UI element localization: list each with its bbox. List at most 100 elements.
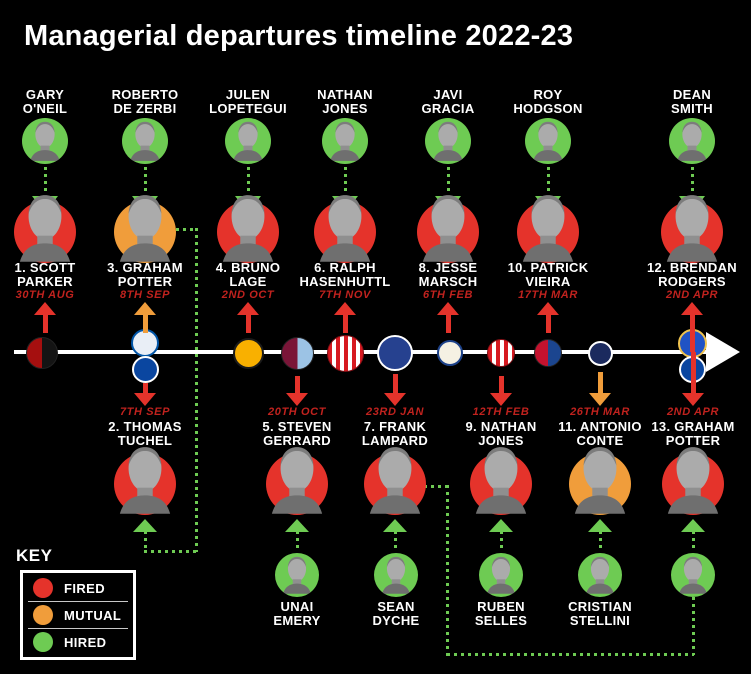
hired-manager-chelsea-caretaker-circle	[671, 553, 715, 597]
legend-label-hired: HIRED	[64, 634, 107, 650]
departure-date-nathan-jones-southampton: 12TH FEB	[472, 406, 530, 418]
departed-manager-graham-potter-brighton-circle	[114, 201, 176, 263]
hired-manager-unai-emery-name: UNAI EMERY	[273, 600, 320, 628]
hired-manager-roy-hodgson-name-line: HODGSON	[513, 101, 583, 116]
departed-manager-graham-potter-chelsea-circle	[662, 453, 724, 515]
departure-arrow-up-icon	[34, 302, 56, 315]
departed-manager-frank-lampard-name: 7. FRANK LAMPARD	[362, 420, 428, 448]
departed-manager-antonio-conte-name-line: 11. ANTONIO	[558, 419, 642, 434]
connector-lampard-to-caretaker	[447, 653, 694, 656]
legend-label-fired: FIRED	[64, 580, 105, 596]
badge-crystal-palace-icon	[534, 339, 562, 367]
hired-manager-javi-gracia-name-line: JAVI	[433, 87, 463, 102]
legend-item-hired: HIRED	[23, 629, 133, 655]
hired-manager-roberto-de-zerbi-photo	[128, 120, 162, 164]
departed-manager-nathan-jones-southampton-name-line: JONES	[478, 433, 524, 448]
hired-manager-gary-oneil-name-line: GARY	[25, 87, 65, 102]
departure-date-thomas-tuchel: 7TH SEP	[120, 406, 170, 419]
hired-swatch-icon	[33, 632, 53, 652]
departure-date-scott-parker: 30TH AUG	[16, 289, 75, 302]
departed-manager-steven-gerrard-name-line: GERRARD	[263, 433, 331, 448]
departed-manager-nathan-jones-southampton-name: 9. NATHAN JONES	[465, 420, 536, 448]
hired-arrow-stem	[43, 167, 47, 195]
departure-arrow-down-icon	[682, 393, 704, 406]
departed-manager-brendan-rodgers-name: 12. BRENDAN RODGERS	[647, 261, 737, 289]
mutual-swatch-icon	[33, 605, 53, 625]
hired-manager-cristian-stellini-photo	[584, 555, 616, 597]
hire-arrow-up-icon	[285, 519, 309, 532]
departure-date-patrick-vieira: 17TH MAR	[518, 289, 578, 301]
hired-manager-ruben-selles-circle	[479, 553, 523, 597]
departed-manager-brendan-rodgers-circle	[661, 201, 723, 263]
badge-bournemouth-icon	[26, 337, 58, 369]
hired-manager-sean-dyche-name-line: DYCHE	[372, 613, 420, 628]
hired-manager-gary-oneil-name: GARY O'NEIL	[23, 88, 68, 116]
hired-manager-nathan-jones-name-line: NATHAN	[317, 87, 373, 102]
hired-arrow-stem	[143, 167, 147, 195]
legend-divider	[28, 601, 128, 602]
departed-manager-graham-potter-chelsea-name-line: 13. GRAHAM	[651, 419, 735, 434]
connector-potter-to-tuchel	[144, 550, 197, 553]
departure-arrow-up-icon	[681, 302, 703, 315]
departed-manager-scott-parker-circle	[14, 201, 76, 263]
departed-manager-ralph-hasenhuttl-name: 6. RALPH HASENHUTTL	[299, 261, 390, 289]
legend-divider	[28, 628, 128, 629]
hired-manager-dean-smith-name-line: SMITH	[671, 101, 713, 116]
timeline-arrowhead-icon	[706, 332, 740, 372]
departure-date-scott-parker: 30TH AUG	[15, 289, 75, 301]
page-title: Managerial departures timeline 2022-23	[24, 20, 574, 52]
hired-manager-roy-hodgson-name: ROY HODGSON	[513, 88, 582, 116]
hired-arrow-stem	[598, 531, 602, 552]
departure-arrow-stem	[342, 314, 348, 333]
connector-lampard-to-caretaker	[424, 485, 448, 488]
departed-manager-bruno-lage-name: 4. BRUNO LAGE	[216, 261, 281, 289]
hired-manager-roberto-de-zerbi-name: ROBERTO DE ZERBI	[112, 88, 179, 116]
hired-manager-nathan-jones-name-line: JONES	[322, 101, 368, 116]
departed-manager-patrick-vieira-circle	[517, 201, 579, 263]
hired-manager-cristian-stellini-name-line: STELLINI	[569, 613, 631, 628]
departed-manager-graham-potter-chelsea-name-line: POTTER	[665, 433, 721, 448]
departed-manager-jesse-marsch-circle	[417, 201, 479, 263]
departure-arrow-stem	[690, 352, 696, 394]
hired-arrow-stem	[295, 531, 299, 552]
hired-manager-nathan-jones-circle	[322, 118, 368, 164]
hired-arrow-stem	[446, 167, 450, 195]
hired-arrow-stem	[343, 167, 347, 195]
departure-arrow-stem	[392, 374, 398, 394]
fired-swatch-icon	[33, 578, 53, 598]
departure-arrow-up-icon	[237, 302, 259, 315]
badge-southampton-icon	[326, 334, 364, 372]
departed-manager-thomas-tuchel-name-line: 2. THOMAS	[108, 419, 182, 434]
connector-lampard-to-caretaker	[445, 485, 449, 656]
hired-manager-dean-smith-name: DEAN SMITH	[671, 88, 713, 116]
connector-potter-to-tuchel	[143, 531, 147, 552]
hired-arrow-stem	[499, 531, 503, 552]
departure-arrow-stem	[445, 314, 451, 333]
hired-manager-unai-emery-name-line: UNAI	[280, 599, 314, 614]
departed-manager-patrick-vieira-name-line: VIEIRA	[525, 274, 571, 289]
departure-arrow-stem	[142, 314, 148, 333]
hired-manager-chelsea-caretaker-photo	[677, 555, 709, 597]
departed-manager-ralph-hasenhuttl-name-line: 6. RALPH	[314, 260, 376, 275]
departure-date-graham-potter-brighton: 8TH SEP	[120, 289, 170, 302]
departure-arrow-stem	[245, 314, 251, 333]
departure-arrow-stem	[142, 383, 148, 394]
departed-manager-patrick-vieira-name-line: 10. PATRICK	[507, 260, 589, 275]
hired-manager-sean-dyche-name: SEAN DYCHE	[372, 600, 419, 628]
departed-manager-bruno-lage-name-line: 4. BRUNO	[215, 260, 281, 275]
hired-manager-javi-gracia-name-line: GRACIA	[421, 101, 475, 116]
hired-manager-roberto-de-zerbi-name-line: DE ZERBI	[113, 101, 177, 116]
hired-manager-sean-dyche-photo	[380, 555, 412, 597]
departed-manager-bruno-lage-name-line: LAGE	[229, 274, 267, 289]
hired-manager-nathan-jones-name: NATHAN JONES	[317, 88, 373, 116]
departure-date-frank-lampard: 23RD JAN	[366, 406, 424, 418]
hired-manager-unai-emery-name-line: EMERY	[273, 613, 321, 628]
hired-manager-julen-lopetegui-name-line: LOPETEGUI	[209, 101, 287, 116]
departed-manager-thomas-tuchel-circle	[114, 453, 176, 515]
departure-arrow-up-icon	[134, 302, 156, 315]
hire-arrow-up-icon	[588, 519, 612, 532]
hired-manager-javi-gracia-name: JAVI GRACIA	[421, 88, 474, 116]
hire-arrow-up-icon	[383, 519, 407, 532]
departed-manager-brendan-rodgers-name-line: 12. BRENDAN	[647, 260, 737, 275]
